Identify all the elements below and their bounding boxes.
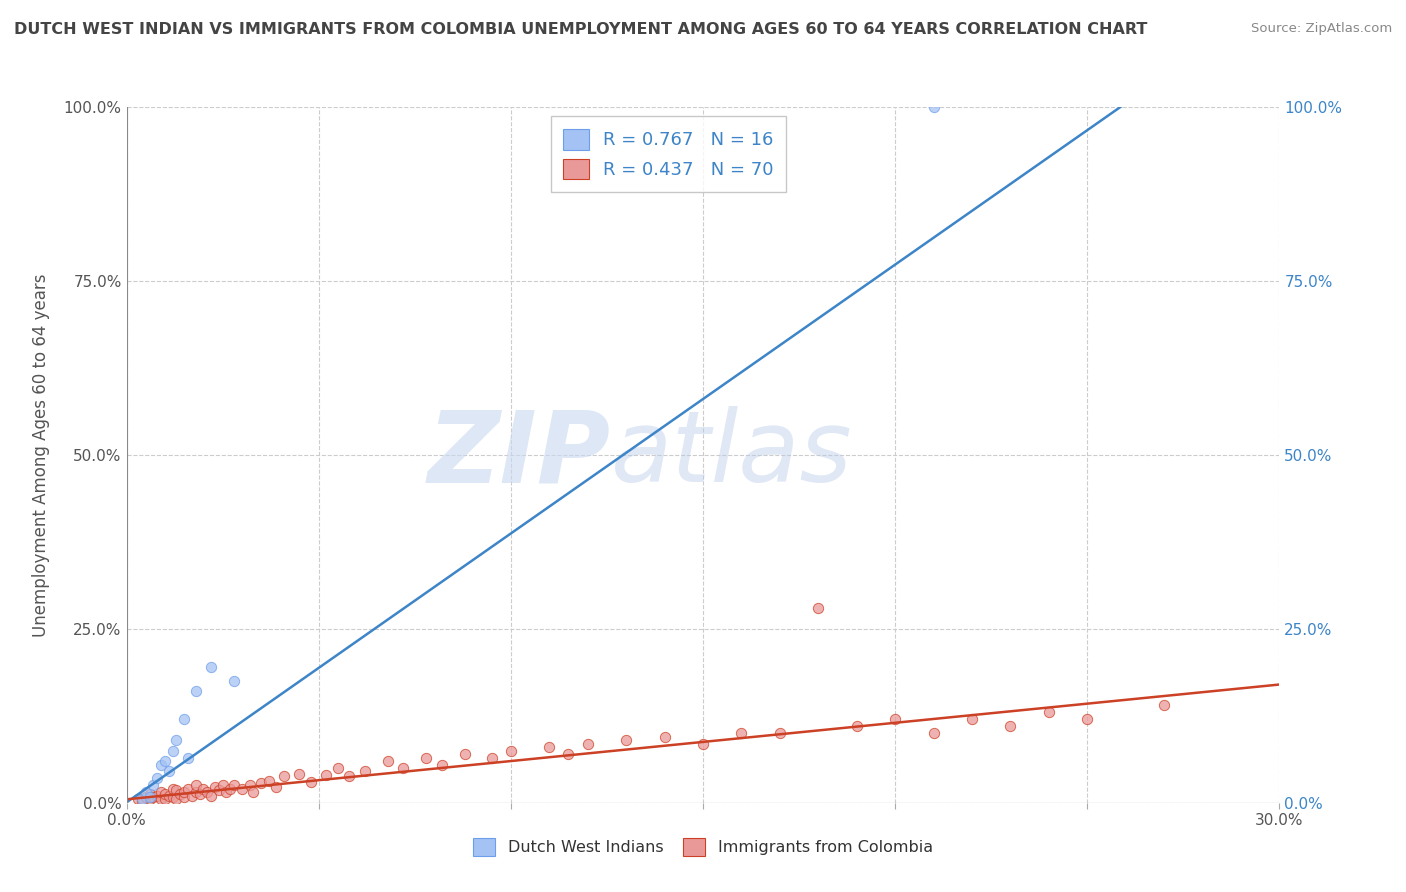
Point <box>153 754 176 768</box>
Point <box>884 712 907 726</box>
Point <box>1000 719 1022 733</box>
Point <box>266 780 288 795</box>
Point <box>299 775 322 789</box>
Point <box>157 789 180 803</box>
Point <box>208 783 231 797</box>
Point <box>339 769 361 783</box>
Point <box>273 769 295 783</box>
Point <box>960 712 983 726</box>
Point <box>730 726 752 740</box>
Point <box>127 792 149 806</box>
Point <box>557 747 579 761</box>
Point <box>200 789 222 803</box>
Point <box>219 781 242 796</box>
Point <box>353 764 375 779</box>
Point <box>654 730 676 744</box>
Point <box>162 744 184 758</box>
Legend: Dutch West Indians, Immigrants from Colombia: Dutch West Indians, Immigrants from Colo… <box>465 830 941 864</box>
Point <box>238 778 260 792</box>
Point <box>142 778 165 792</box>
Point <box>142 790 165 805</box>
Point <box>162 781 184 796</box>
Point <box>224 778 246 792</box>
Point <box>1076 712 1098 726</box>
Point <box>173 790 195 805</box>
Point <box>157 764 180 779</box>
Point <box>138 790 160 805</box>
Point <box>922 100 945 114</box>
Point <box>188 788 211 802</box>
Point <box>150 791 173 805</box>
Point <box>177 781 200 796</box>
Point <box>377 754 399 768</box>
Point <box>131 792 153 806</box>
Point <box>769 726 792 740</box>
Point <box>146 772 169 786</box>
Point <box>430 757 453 772</box>
Point <box>173 785 195 799</box>
Point <box>153 788 176 802</box>
Point <box>326 761 349 775</box>
Point <box>184 785 207 799</box>
Point <box>177 750 200 764</box>
Point <box>146 789 169 803</box>
Point <box>538 740 561 755</box>
Point <box>845 719 868 733</box>
Point <box>415 750 437 764</box>
Point <box>180 789 202 803</box>
Point <box>150 757 173 772</box>
Point <box>138 788 160 802</box>
Point <box>193 781 215 796</box>
Point <box>215 785 238 799</box>
Point <box>231 781 253 796</box>
Point <box>211 778 233 792</box>
Point <box>392 761 415 775</box>
Point <box>135 785 157 799</box>
Point <box>184 778 207 792</box>
Point <box>499 744 522 758</box>
Text: ZIP: ZIP <box>427 407 610 503</box>
Point <box>195 785 218 799</box>
Point <box>288 766 311 780</box>
Point <box>692 737 714 751</box>
Point <box>807 601 830 615</box>
Point <box>922 726 945 740</box>
Point <box>250 776 273 790</box>
Point <box>257 773 280 788</box>
Point <box>224 674 246 689</box>
Point <box>166 792 188 806</box>
Point <box>169 788 191 802</box>
Text: Source: ZipAtlas.com: Source: ZipAtlas.com <box>1251 22 1392 36</box>
Point <box>150 785 173 799</box>
Point <box>166 733 188 747</box>
Point <box>162 790 184 805</box>
Point <box>153 792 176 806</box>
Point <box>576 737 599 751</box>
Point <box>138 792 160 806</box>
Point <box>1038 706 1060 720</box>
Point <box>135 790 157 805</box>
Point <box>614 733 637 747</box>
Point <box>204 780 226 795</box>
Point <box>315 768 337 782</box>
Point <box>131 794 153 808</box>
Text: atlas: atlas <box>610 407 852 503</box>
Point <box>173 712 195 726</box>
Point <box>200 660 222 674</box>
Point <box>242 785 264 799</box>
Point <box>184 684 207 698</box>
Point <box>166 783 188 797</box>
Point <box>1153 698 1175 713</box>
Y-axis label: Unemployment Among Ages 60 to 64 years: Unemployment Among Ages 60 to 64 years <box>32 273 49 637</box>
Point <box>481 750 503 764</box>
Point <box>454 747 477 761</box>
Text: DUTCH WEST INDIAN VS IMMIGRANTS FROM COLOMBIA UNEMPLOYMENT AMONG AGES 60 TO 64 Y: DUTCH WEST INDIAN VS IMMIGRANTS FROM COL… <box>14 22 1147 37</box>
